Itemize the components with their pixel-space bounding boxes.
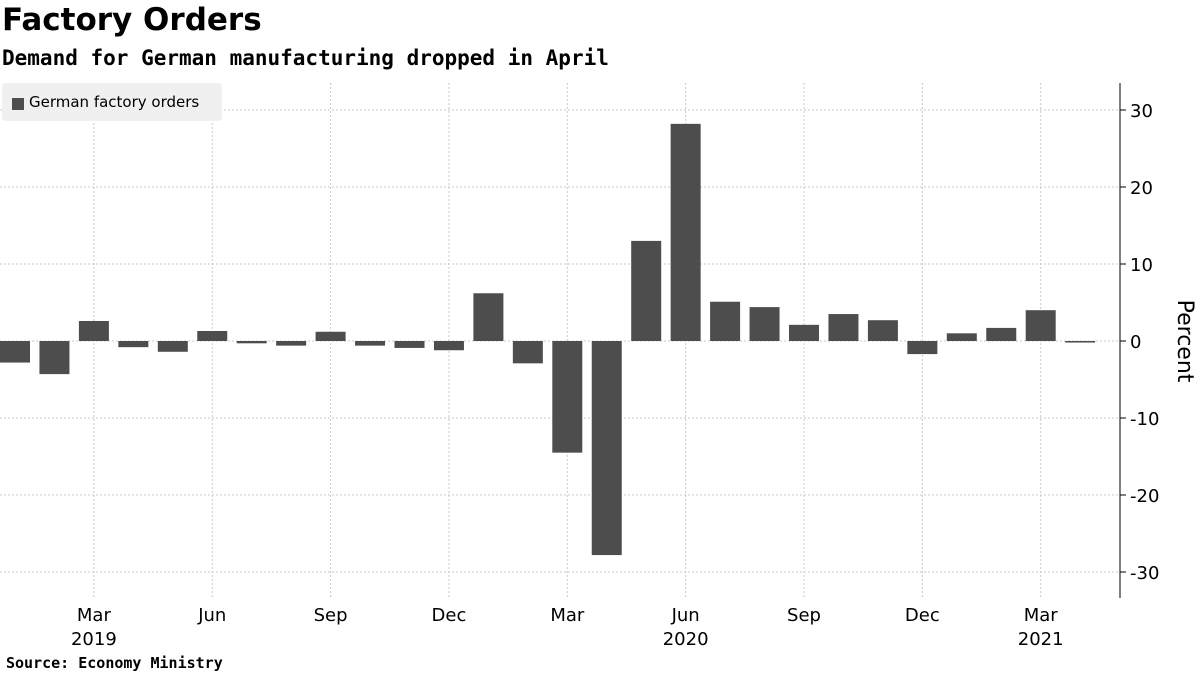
x-tick-label: Jun (671, 605, 700, 626)
bar-jan-2020 (473, 293, 504, 341)
y-tick-label: -10 (1130, 409, 1159, 430)
bar-jul-2020 (710, 301, 741, 341)
y-tick-label: -30 (1130, 563, 1159, 584)
bar-may-2020 (631, 240, 662, 341)
bar-jun-2020 (670, 123, 701, 341)
bar-jan-2021 (946, 333, 977, 341)
bar-feb-2020 (512, 341, 543, 364)
bar-oct-2020 (828, 314, 859, 341)
bar-feb-2021 (986, 327, 1017, 341)
bar-oct-2019 (355, 341, 386, 346)
y-tick-label: 10 (1130, 255, 1153, 276)
y-tick-label: 30 (1130, 101, 1153, 122)
bar-aug-2019 (276, 341, 307, 346)
x-tick-label: Mar (77, 605, 112, 626)
x-year-label: 2021 (1018, 629, 1064, 650)
x-tick-label: Sep (314, 605, 348, 626)
bar-aug-2020 (749, 307, 780, 341)
legend: German factory orders (2, 83, 222, 121)
bar-dec-2019 (433, 341, 464, 351)
bar-mar-2021 (1025, 310, 1056, 341)
x-tick-label: Mar (550, 605, 585, 626)
bar-apr-2020 (591, 341, 622, 556)
x-tick-label: Mar (1024, 605, 1059, 626)
x-tick-label: Dec (905, 605, 940, 626)
bar-jul-2019 (236, 341, 267, 344)
bar-mar-2020 (552, 341, 583, 453)
bar-sep-2020 (789, 324, 819, 341)
x-tick-label: Dec (432, 605, 467, 626)
bar-feb-2019 (39, 341, 70, 375)
y-axis-label: Percent (1172, 300, 1197, 383)
x-year-label: 2019 (71, 629, 117, 650)
x-year-label: 2020 (663, 629, 709, 650)
bar-sep-2019 (315, 331, 346, 341)
bar-jan-2019 (0, 341, 30, 363)
chart-subtitle: Demand for German manufacturing dropped … (2, 46, 609, 70)
bar-jun-2019 (197, 330, 228, 341)
x-tick-label: Jun (197, 605, 226, 626)
y-tick-label: 0 (1130, 332, 1141, 353)
bar-apr-2019 (118, 341, 149, 348)
source-note: Source: Economy Ministry (6, 654, 223, 672)
bar-nov-2019 (394, 341, 425, 348)
legend-swatch (12, 98, 24, 110)
y-tick-label: -20 (1130, 486, 1159, 507)
y-tick-label: 20 (1130, 178, 1153, 199)
chart-title: Factory Orders (2, 2, 262, 38)
x-tick-label: Sep (787, 605, 821, 626)
bar-apr-2021 (1065, 341, 1096, 343)
bar-may-2019 (157, 341, 188, 352)
legend-label: German factory orders (29, 93, 200, 111)
bar-nov-2020 (867, 320, 898, 341)
bar-dec-2020 (907, 341, 938, 355)
bar-mar-2019 (78, 320, 109, 341)
